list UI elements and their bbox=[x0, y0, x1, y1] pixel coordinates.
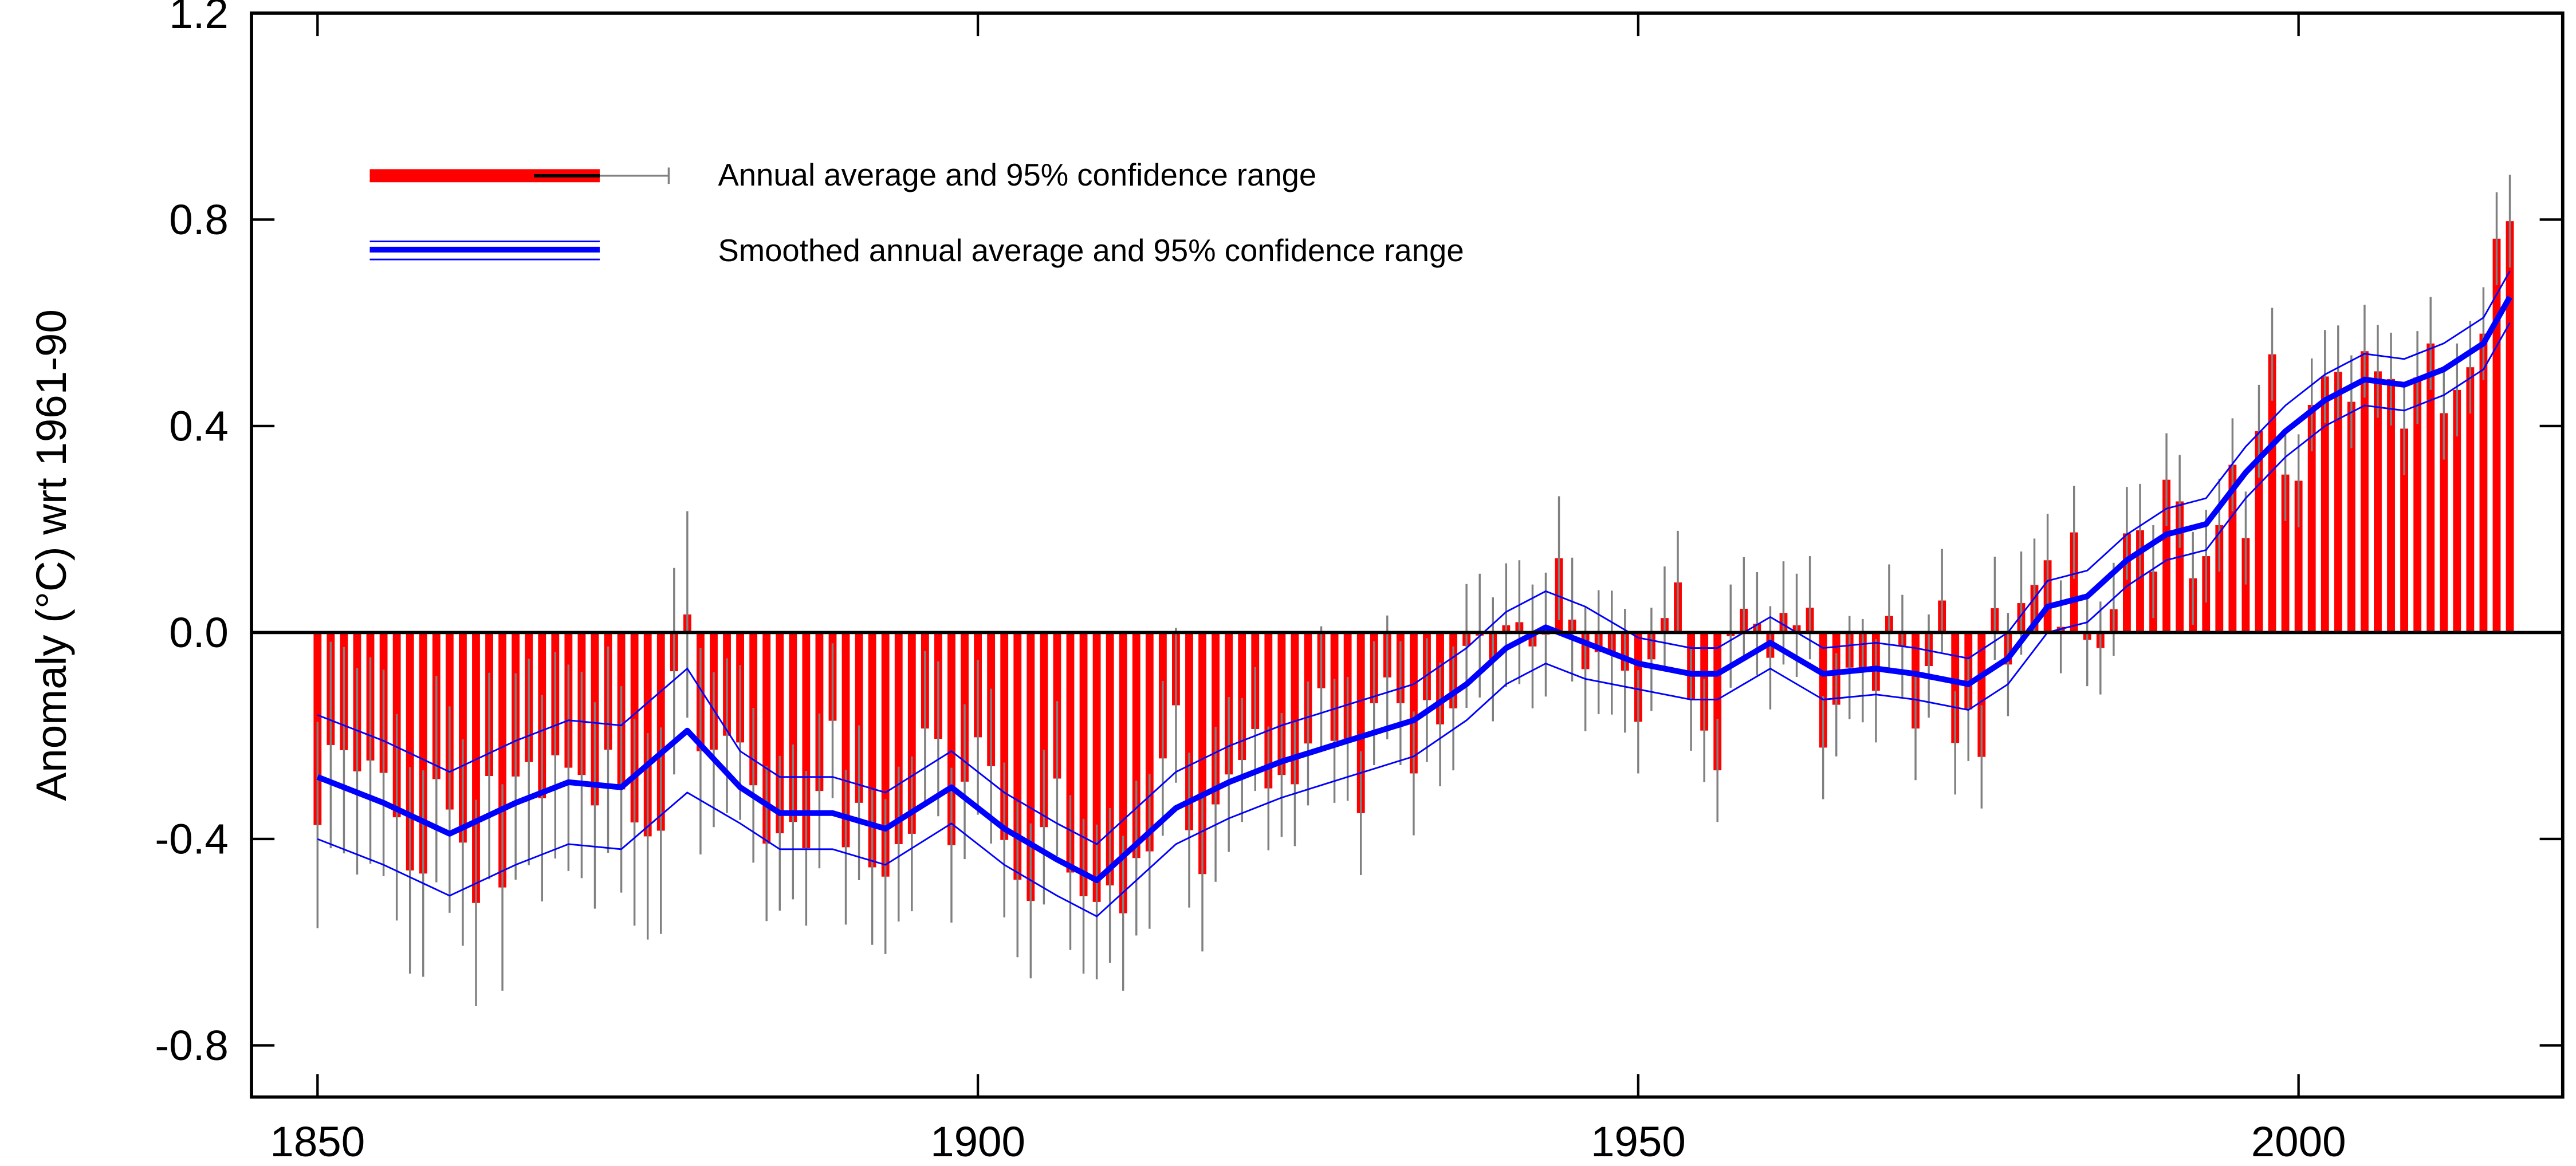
bar bbox=[1079, 632, 1088, 896]
bar bbox=[2426, 343, 2435, 633]
bar bbox=[1264, 632, 1273, 789]
bar bbox=[2321, 376, 2329, 633]
bar bbox=[406, 632, 414, 870]
bar bbox=[459, 632, 467, 843]
bar bbox=[2413, 377, 2422, 633]
bar bbox=[1092, 632, 1101, 902]
legend-label: Smoothed annual average and 95% confiden… bbox=[718, 233, 1464, 268]
bar bbox=[1277, 632, 1286, 775]
bar bbox=[498, 632, 507, 888]
bar bbox=[2387, 379, 2395, 633]
y-tick-label: 0.0 bbox=[169, 609, 229, 656]
bar bbox=[1356, 632, 1365, 813]
bar bbox=[2241, 538, 2250, 633]
bar bbox=[2374, 371, 2382, 633]
bar bbox=[1291, 632, 1299, 785]
x-tick-label: 1850 bbox=[270, 1118, 365, 1165]
bar bbox=[472, 632, 480, 903]
bar bbox=[1238, 632, 1246, 761]
bar bbox=[2347, 401, 2355, 633]
y-tick-label: 0.4 bbox=[169, 403, 229, 450]
bar bbox=[1819, 632, 1827, 748]
smoothed-line bbox=[316, 296, 2512, 884]
bar bbox=[868, 632, 876, 868]
x-tick-label: 2000 bbox=[2251, 1118, 2346, 1165]
bar bbox=[2228, 464, 2237, 633]
bar bbox=[2453, 389, 2461, 633]
y-axis-label: Anomaly (°C) wrt 1961-90 bbox=[27, 309, 75, 801]
bar bbox=[2440, 413, 2448, 633]
bar bbox=[894, 632, 903, 844]
bar bbox=[2400, 428, 2409, 633]
bar bbox=[2162, 479, 2171, 633]
bar bbox=[1106, 632, 1114, 886]
y-tick-label: -0.8 bbox=[155, 1022, 228, 1069]
bar bbox=[2492, 238, 2501, 633]
bar bbox=[2479, 333, 2488, 633]
bar bbox=[789, 632, 797, 822]
y-tick-label: -0.4 bbox=[155, 816, 228, 863]
plot-frame bbox=[250, 11, 2565, 1099]
bar bbox=[1027, 632, 1035, 901]
bar bbox=[1198, 632, 1206, 874]
bar bbox=[1185, 632, 1193, 830]
bar bbox=[419, 632, 427, 874]
bar bbox=[1132, 632, 1140, 858]
bar bbox=[2361, 351, 2369, 633]
y-tick-label: 1.2 bbox=[169, 0, 229, 37]
x-tick-label: 1900 bbox=[930, 1118, 1025, 1165]
bar bbox=[2506, 221, 2514, 633]
bar bbox=[2070, 532, 2078, 633]
bar bbox=[907, 632, 916, 834]
bar bbox=[802, 632, 811, 849]
bar bbox=[1013, 632, 1022, 880]
bar bbox=[1000, 632, 1009, 840]
bar bbox=[762, 632, 771, 844]
bar bbox=[815, 632, 824, 791]
bar bbox=[1119, 632, 1127, 913]
bar bbox=[2281, 474, 2290, 633]
confidence-lower bbox=[317, 322, 2511, 917]
bar bbox=[855, 632, 863, 803]
bar bbox=[1951, 632, 1960, 743]
bar bbox=[1713, 632, 1722, 771]
bar bbox=[2215, 525, 2224, 633]
confidence-upper bbox=[317, 270, 2511, 845]
bar bbox=[2268, 354, 2276, 633]
x-tick-label: 1950 bbox=[1591, 1118, 1686, 1165]
bar bbox=[2307, 404, 2316, 633]
y-tick-label: 0.8 bbox=[169, 196, 229, 243]
bar bbox=[1977, 632, 1986, 757]
bar bbox=[2334, 372, 2342, 633]
bar bbox=[1212, 632, 1220, 805]
bar bbox=[1040, 632, 1048, 828]
bar bbox=[1145, 632, 1154, 852]
bar bbox=[841, 632, 850, 848]
bar bbox=[2294, 480, 2303, 633]
bar bbox=[881, 632, 890, 877]
bar bbox=[776, 632, 784, 834]
bar bbox=[1410, 632, 1418, 774]
bar bbox=[2466, 367, 2475, 633]
bar bbox=[1066, 632, 1075, 873]
legend-label: Annual average and 95% confidence range bbox=[718, 157, 1316, 192]
